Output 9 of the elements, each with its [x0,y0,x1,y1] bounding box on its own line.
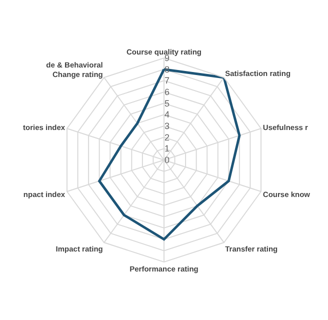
y-tick-label: 1 [164,144,170,154]
y-tick-label: 5 [164,98,170,108]
y-tick-label: 0 [164,154,170,165]
y-tick-label: 7 [164,76,170,86]
y-tick-label: 2 [164,132,170,142]
y-tick-label: 6 [164,86,170,97]
y-tick-label: 8 [164,64,170,74]
y-tick-label: 4 [164,110,170,120]
y-tick-label: 3 [164,120,170,131]
